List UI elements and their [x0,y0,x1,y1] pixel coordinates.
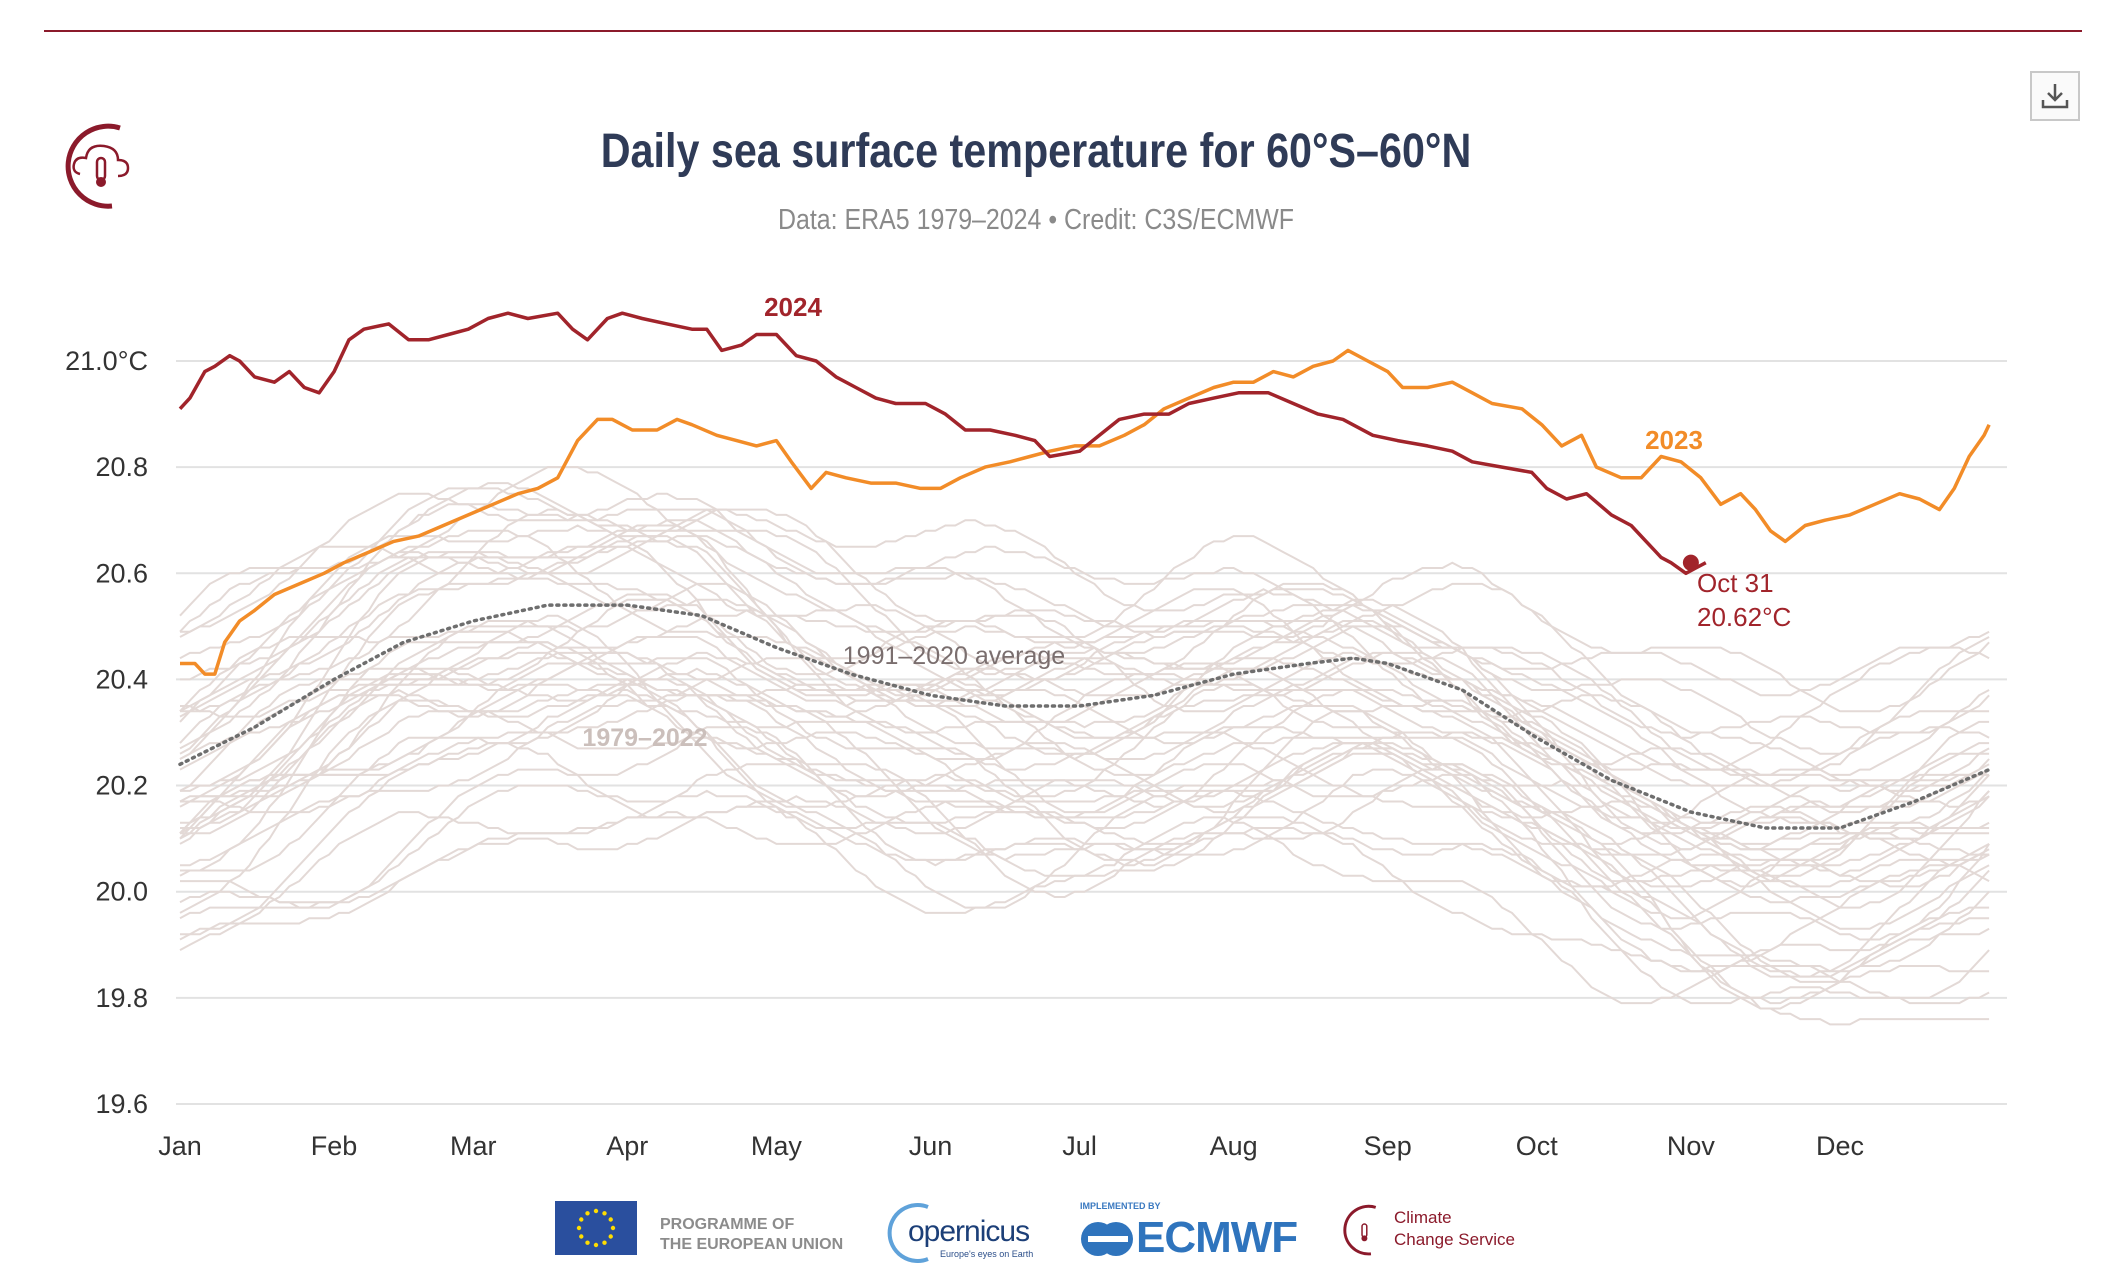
average-label: 1991–2020 average [843,642,1065,670]
climate-change-service-logo[interactable]: Climate Change Service [1340,1199,1540,1261]
background-year-line [179,487,1990,771]
background-year-line [179,545,1990,713]
background-years-label: 1979–2022 [582,724,707,752]
annotation-value: 20.62°C [1697,602,1791,632]
background-year-line [180,683,1990,840]
y-tick-label: 20.4 [95,664,148,694]
background-year-line [179,482,1990,787]
background-year-line [179,556,1990,851]
x-tick-label: Aug [1210,1131,1258,1161]
x-tick-label: Nov [1667,1131,1716,1161]
y-tick-label: 19.8 [95,983,148,1013]
x-tick-label: May [751,1131,803,1161]
x-tick-label: Jul [1062,1131,1097,1161]
annotation-date: Oct 31 [1697,568,1774,598]
ccs-icon [1343,1204,1377,1256]
eu-programme-text: PROGRAMME OF THE EUROPEAN UNION [660,1215,843,1255]
background-year-line [180,519,1990,872]
background-year-line [180,582,1990,792]
series-label-2024: 2024 [764,292,822,322]
eu-star [585,1211,590,1216]
y-tick-label: 19.6 [95,1089,148,1119]
background-year-line [180,689,1990,904]
eu-star [608,1217,613,1222]
eu-star [593,1242,599,1248]
eu-star [579,1234,584,1239]
latest-point-marker [1682,554,1699,571]
y-tick-label: 20.8 [95,452,148,482]
average-line [178,603,1991,830]
x-tick-label: Feb [311,1131,358,1161]
background-year-line [180,492,1990,739]
eu-star [610,1225,616,1231]
x-tick-label: Mar [450,1131,497,1161]
x-tick-label: Jan [158,1131,202,1161]
background-year-line [179,625,1990,755]
header-divider [44,30,2082,32]
eu-star [608,1234,613,1239]
x-tick-label: Sep [1364,1131,1412,1161]
copernicus-arc-icon [887,1203,929,1263]
climate-change-service-icon [65,123,130,209]
background-year-line [179,689,1990,856]
eu-star [602,1211,607,1216]
background-year-line [180,598,1990,941]
background-year-line [179,604,1990,830]
background-year-line [180,508,1990,808]
ecmwf-word: ECMWF [1136,1213,1298,1262]
eu-star [585,1240,590,1245]
background-year-line [180,710,1990,1010]
y-tick-label: 20.0 [95,877,148,907]
x-tick-label: Apr [606,1131,648,1161]
series-2024-line [178,311,1707,576]
background-year-line [179,614,1990,909]
series-2023-line [180,348,1991,676]
background-year-line [179,789,1990,1005]
series-label-2023: 2023 [1645,425,1703,455]
x-tick-label: Dec [1816,1131,1864,1161]
download-button[interactable] [2030,71,2080,121]
background-year-line [180,651,1990,909]
download-icon [2041,84,2069,109]
copernicus-tagline: Europe's eyes on Earth [940,1249,1034,1259]
y-tick-label: 20.2 [95,771,148,801]
y-tick-label: 20.6 [95,558,148,588]
y-tick-label: 21.0°C [65,346,148,376]
implemented-by-label: IMPLEMENTED BY [1080,1201,1161,1211]
copernicus-logo[interactable]: opernicus Europe's eyes on Earth [880,1201,1050,1263]
chart-title: Daily sea surface temperature for 60°S–6… [600,125,1472,178]
eu-star [602,1240,607,1245]
footer-logos: PROGRAMME OF THE EUROPEAN UNION opernicu… [0,1195,2126,1265]
background-year-line [180,657,1990,1005]
copernicus-word: opernicus [908,1215,1030,1248]
eu-line1: PROGRAMME OF [660,1216,795,1233]
eu-line2: THE EUROPEAN UNION [660,1236,844,1253]
x-tick-label: Oct [1516,1131,1559,1161]
eu-flag-icon [555,1201,637,1255]
chart-subtitle: Data: ERA5 1979–2024 • Credit: C3S/ECMWF [777,204,1295,236]
background-year-line [179,657,1990,978]
background-year-line [179,641,1990,808]
background-year-line [179,742,1990,983]
x-tick-label: Jun [909,1131,953,1161]
background-year-line [179,503,1990,829]
background-year-line [179,508,1990,877]
background-year-line [179,529,1990,702]
background-year-line [179,742,1990,1005]
ccs-line2: Change Service [1394,1230,1515,1249]
eu-star [593,1208,599,1214]
eu-star [579,1217,584,1222]
background-year-line [179,535,1990,792]
eu-star [576,1225,582,1231]
ecmwf-symbol-icon [1081,1222,1133,1256]
background-year-line [179,524,1990,845]
ccs-line1: Climate [1394,1208,1452,1227]
background-year-line [179,524,1990,920]
